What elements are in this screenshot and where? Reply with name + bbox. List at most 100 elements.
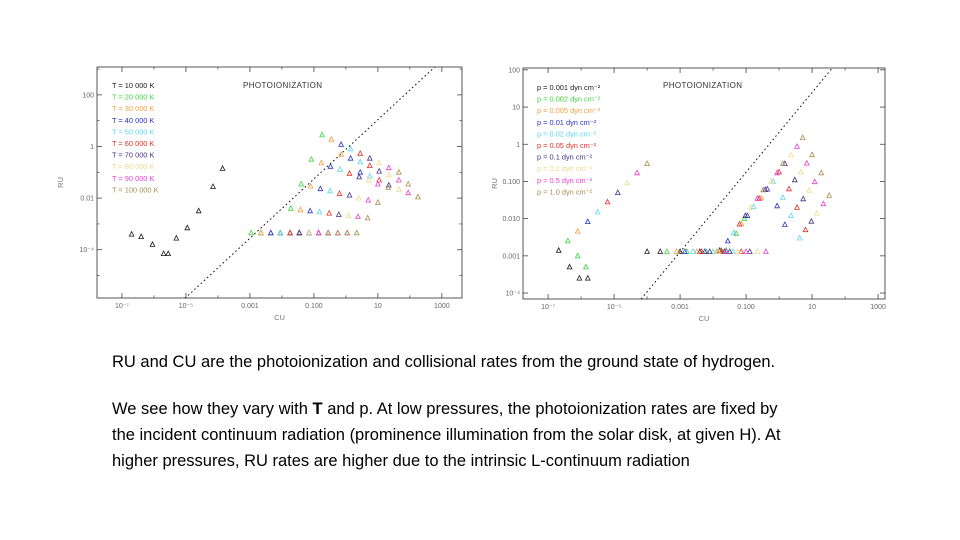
data-point-marker [346, 191, 353, 198]
data-point-marker [736, 220, 743, 227]
data-point-marker [357, 149, 364, 156]
data-point-marker [327, 162, 334, 169]
data-point-marker [762, 248, 769, 254]
series-t-60-000-k [287, 149, 383, 236]
data-point-marker [594, 208, 601, 215]
legend-item: T = 50 000 K [112, 127, 154, 136]
data-point-marker [779, 160, 786, 166]
data-point-marker [768, 178, 775, 184]
data-point-marker [338, 141, 345, 147]
legend: p = 0.001 dyn cm⁻² p = 0.002 dyn cm⁻² p = … [537, 83, 601, 196]
data-point-marker [760, 186, 767, 193]
data-point-marker [335, 211, 342, 217]
data-point-marker [357, 168, 364, 175]
data-point-marker [297, 206, 304, 213]
y-axis: 100 1 0.01 10⁻⁴ [80, 68, 462, 276]
data-point-marker [726, 248, 733, 254]
data-point-marker [184, 224, 191, 231]
data-point-marker [365, 176, 372, 183]
legend-item: p = 0.005 dyn cm⁻² [537, 106, 601, 115]
series-p-0.005-dyn-cm [574, 194, 765, 254]
data-point-marker [663, 248, 670, 254]
series-p-0.1-dyn-cm [614, 160, 815, 254]
data-point-marker [165, 250, 172, 256]
caption-p2-line1-bold: T [312, 400, 323, 418]
data-point-marker [149, 241, 156, 247]
data-point-marker [796, 234, 803, 241]
data-point-marker [566, 263, 573, 270]
data-point-marker [574, 227, 581, 234]
legend-item: T = 60 000 K [112, 139, 154, 148]
series-p-0.2-dyn-cm [624, 151, 820, 254]
data-point-marker [826, 192, 833, 198]
data-point-marker [673, 248, 680, 254]
data-point-marker [307, 207, 314, 214]
x-axis: 10⁻⁷ 10⁻⁵ 0.001 0.100 10 1000 [541, 68, 886, 311]
series-t-20-000-k [248, 131, 326, 236]
legend-item: p = 0.1 dyn cm⁻² [537, 153, 593, 162]
legend-item: T = 10 000 K [112, 81, 154, 90]
data-point-marker [307, 182, 314, 189]
data-point-marker [195, 207, 202, 214]
y-tick-label: 1 [516, 142, 520, 149]
series-p-0.001-dyn-cm [555, 246, 723, 281]
data-point-marker [376, 159, 383, 166]
data-point-marker [385, 164, 392, 171]
legend-item: p = 0.5 dyn cm⁻² [537, 176, 593, 185]
x-tick-label: 10⁻⁷ [115, 303, 129, 310]
data-point-marker [788, 151, 794, 158]
data-point-marker [353, 229, 360, 236]
data-point-marker [326, 209, 333, 216]
data-point-marker [800, 195, 807, 202]
data-point-marker [706, 248, 713, 254]
legend-item: p = 0.01 dyn cm⁻² [537, 118, 597, 127]
x-tick-label: 10 [374, 303, 382, 310]
data-point-marker [257, 229, 264, 236]
series-t-100-000-k [325, 168, 421, 236]
data-point-marker [738, 248, 745, 254]
series-t-50-000-k [277, 145, 373, 236]
data-point-marker [138, 233, 145, 239]
legend-item: T = 100 000 K [112, 185, 159, 194]
data-point-marker [788, 212, 794, 218]
y-axis-label: RU [490, 178, 499, 189]
data-point-marker [644, 248, 651, 254]
data-point-marker [318, 159, 325, 166]
legend-item: T = 70 000 K [112, 151, 154, 160]
data-point-marker [734, 248, 741, 254]
caption-p2-line1-post: and p. At low pressures, the photoioniza… [322, 400, 778, 418]
data-point-marker [347, 154, 354, 161]
data-point-marker [799, 134, 806, 140]
data-point-marker [338, 150, 345, 157]
y-tick-label: 100 [82, 92, 94, 99]
legend-item: T = 40 000 K [112, 116, 154, 125]
data-point-marker [376, 176, 383, 183]
data-point-marker [614, 189, 621, 195]
x-tick-label: 0.100 [737, 304, 755, 311]
data-point-marker [576, 274, 583, 281]
data-point-marker [794, 204, 800, 210]
y-axis-label: RU [56, 177, 65, 188]
data-point-marker [277, 229, 284, 236]
legend-item: p = 0.02 dyn cm⁻² [537, 129, 597, 138]
x-axis-label: CU [274, 313, 285, 322]
legend-item: T = 30 000 K [112, 104, 154, 113]
data-point-marker [677, 248, 684, 254]
data-point-marker [415, 193, 421, 200]
data-point-marker [366, 162, 373, 168]
reference-dotted-line [640, 67, 833, 300]
data-point-marker [701, 248, 708, 254]
data-point-marker [791, 176, 798, 183]
x-tick-label: 10⁻⁵ [607, 304, 621, 311]
data-point-marker [366, 154, 373, 161]
data-point-marker [644, 160, 651, 166]
data-point-marker [346, 169, 353, 176]
data-point-marker [723, 248, 730, 254]
data-point-marker [315, 229, 322, 236]
data-point-marker [690, 248, 697, 254]
data-point-marker [774, 202, 781, 209]
legend-item: T = 90 000 K [112, 174, 154, 183]
data-point-marker [334, 229, 341, 236]
data-point-marker [584, 274, 591, 281]
data-point-marker [327, 187, 333, 194]
